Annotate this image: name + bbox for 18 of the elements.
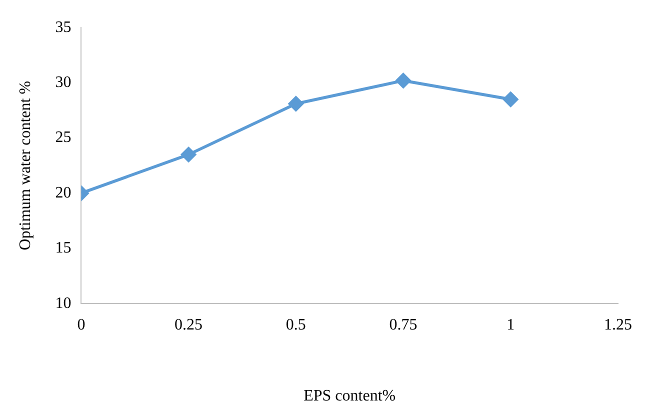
y-axis-title: Optimum water content %	[16, 80, 34, 250]
point	[396, 73, 411, 88]
y-tick-label: 30	[55, 74, 72, 92]
x-tick-label: 0.5	[286, 316, 306, 334]
point	[288, 96, 304, 112]
x-tick-label: 1.25	[604, 316, 632, 334]
x-tick-label: 0	[77, 316, 86, 334]
x-tick-label: 0.25	[174, 316, 203, 334]
y-tick-label: 20	[55, 184, 72, 202]
x-tick-label: 0.75	[389, 316, 418, 334]
x-tick-label: 1	[506, 316, 515, 334]
y-tick-label: 10	[55, 294, 72, 312]
y-tick-label: 15	[55, 240, 72, 257]
y-tick-label: 35	[55, 18, 72, 36]
x-axis-title: EPS content%	[304, 388, 396, 405]
point	[503, 92, 518, 107]
point	[181, 147, 196, 162]
y-tick-label: 25	[55, 129, 72, 146]
